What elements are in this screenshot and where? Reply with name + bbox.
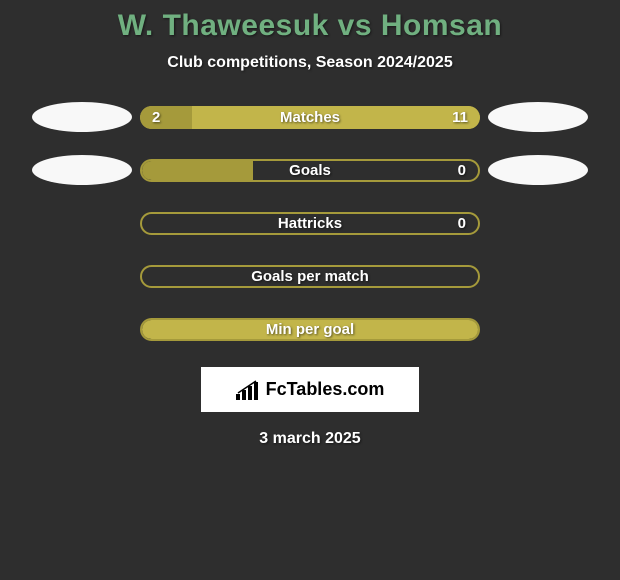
stat-row-hattricks: Hattricks0 xyxy=(10,208,610,238)
subtitle: Club competitions, Season 2024/2025 xyxy=(0,54,620,72)
stat-row-min-per-goal: Min per goal xyxy=(10,314,610,344)
stat-label: Hattricks xyxy=(142,214,478,233)
stat-row-goals-per-match: Goals per match xyxy=(10,261,610,291)
bar-left-fill xyxy=(142,320,478,339)
bar-right-fill xyxy=(192,106,480,129)
stat-bar: Hattricks0 xyxy=(140,212,480,235)
stat-bar: Min per goal xyxy=(140,318,480,341)
avatar-right xyxy=(488,155,588,185)
page-title: W. Thaweesuk vs Homsan xyxy=(0,0,620,44)
avatar-right-placeholder xyxy=(488,208,588,238)
stat-value-right: 0 xyxy=(458,214,466,233)
avatar-left-placeholder xyxy=(32,208,132,238)
avatar-right-placeholder xyxy=(488,314,588,344)
stat-value-right: 0 xyxy=(458,161,466,180)
logo-bars-icon xyxy=(236,380,262,400)
stat-bar: Goals0 xyxy=(140,159,480,182)
logo-box: FcTables.com xyxy=(201,367,419,412)
avatar-left-placeholder xyxy=(32,314,132,344)
avatar-left xyxy=(32,155,132,185)
stat-row-goals: Goals0 xyxy=(10,155,610,185)
avatar-left-placeholder xyxy=(32,261,132,291)
logo-text: FcTables.com xyxy=(266,379,385,400)
bar-left-fill xyxy=(140,106,192,129)
comparison-chart: Matches211Goals0Hattricks0Goals per matc… xyxy=(0,102,620,344)
stat-bar: Matches211 xyxy=(140,106,480,129)
stat-label: Goals per match xyxy=(142,267,478,286)
bar-left-fill xyxy=(142,161,253,180)
stat-bar: Goals per match xyxy=(140,265,480,288)
avatar-left xyxy=(32,102,132,132)
avatar-right-placeholder xyxy=(488,261,588,291)
date-label: 3 march 2025 xyxy=(0,430,620,448)
stat-row-matches: Matches211 xyxy=(10,102,610,132)
avatar-right xyxy=(488,102,588,132)
